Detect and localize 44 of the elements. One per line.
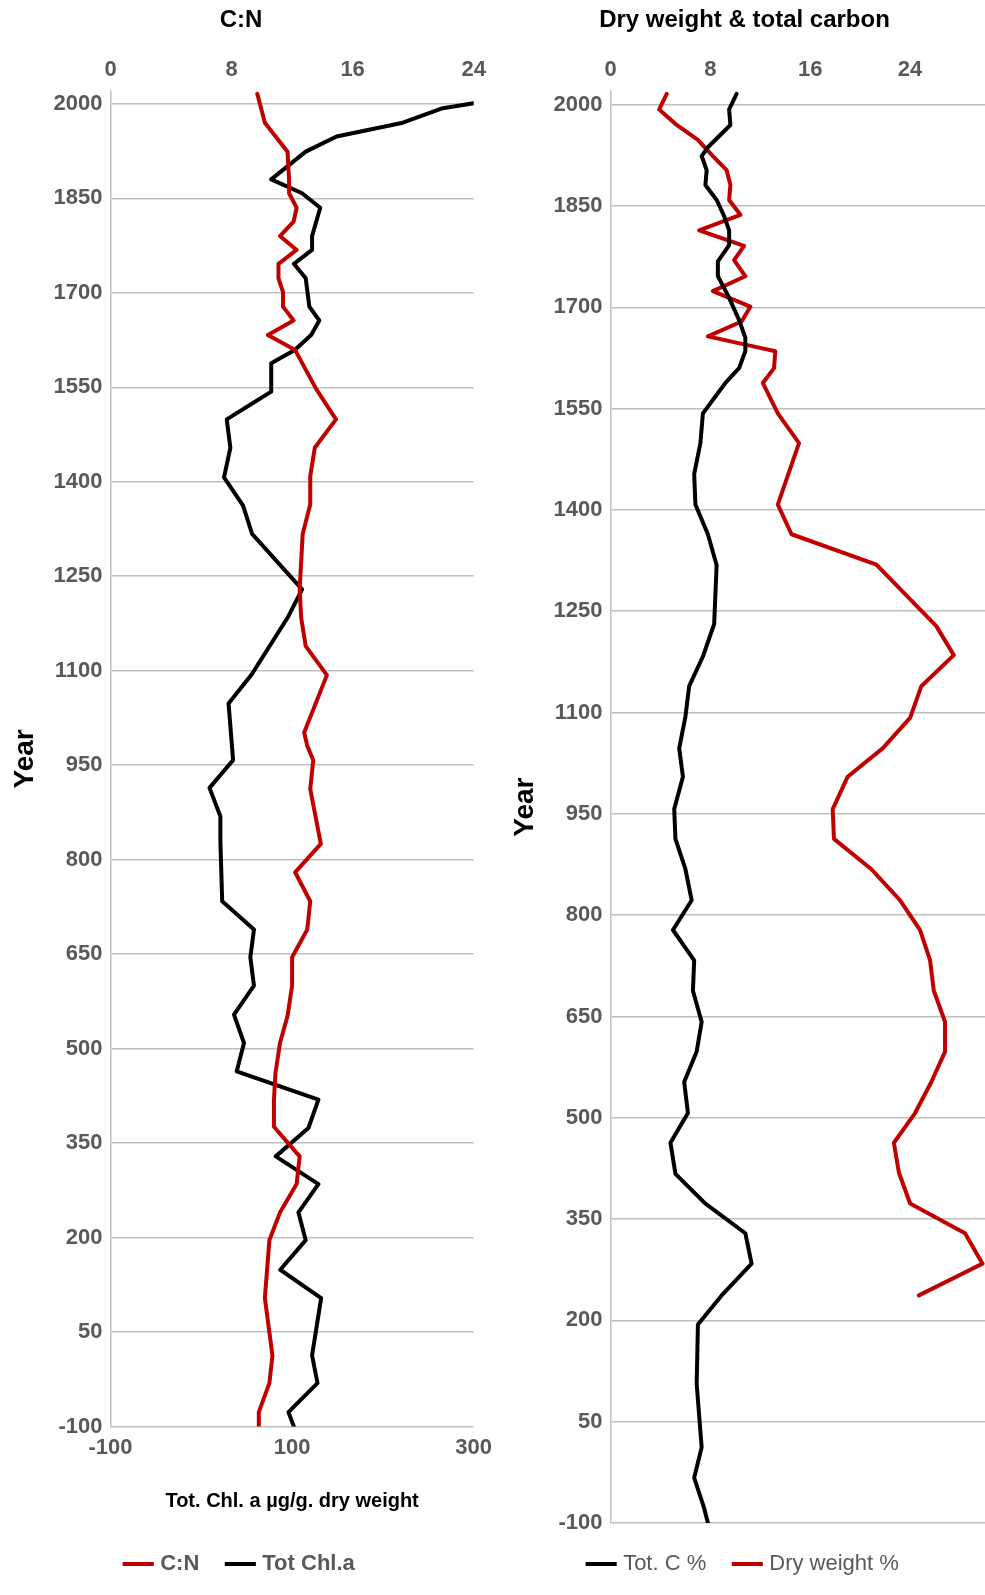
- x-tick-label: 8: [704, 56, 717, 82]
- x-tick-label: 300: [455, 1433, 493, 1459]
- y-tick-label: 1100: [54, 656, 103, 682]
- y-tick-label: 650: [65, 940, 103, 966]
- y-tick-label: 350: [565, 1205, 603, 1231]
- y-tick-label: 800: [565, 901, 603, 927]
- y-tick-label: 1400: [53, 467, 103, 493]
- y-tick-label: -100: [558, 1509, 603, 1535]
- legend-label: Tot Chl.a: [262, 1550, 356, 1576]
- x-tick-label: 16: [798, 56, 823, 82]
- y-tick-label: 1850: [553, 192, 603, 218]
- y-tick-label: 1250: [553, 597, 603, 623]
- x-tick-label: 100: [273, 1433, 311, 1459]
- y-tick-label: 500: [65, 1034, 103, 1060]
- y-tick-label: 1250: [53, 562, 103, 588]
- y-tick-label: 200: [565, 1306, 603, 1332]
- y-axis-title: Year: [507, 777, 539, 837]
- x-tick-label: 0: [604, 56, 617, 82]
- y-tick-label: 200: [65, 1223, 103, 1249]
- y-tick-label: 1700: [53, 278, 103, 304]
- y-tick-label: 2000: [53, 89, 103, 115]
- y-tick-label: 500: [565, 1103, 603, 1129]
- legend-label: C:N: [160, 1550, 200, 1576]
- x-axis-title: Tot. Chl. a µg/g. dry weight: [165, 1488, 420, 1511]
- y-tick-label: 1550: [553, 394, 603, 420]
- y-tick-label: 650: [565, 1002, 603, 1028]
- y-tick-label: 1400: [553, 496, 603, 521]
- y-tick-label: 1850: [53, 184, 103, 210]
- chart-title: Dry weight & total carbon: [599, 5, 890, 33]
- chart-title: C:N: [219, 5, 263, 33]
- y-tick-label: 1100: [554, 698, 603, 724]
- y-tick-label: 1700: [553, 293, 603, 319]
- legend-label: Dry weight %: [769, 1550, 899, 1576]
- y-tick-label: 2000: [553, 90, 603, 116]
- legend-label: Tot. C %: [623, 1550, 707, 1576]
- y-axis-title: Year: [7, 729, 39, 789]
- y-tick-label: 350: [65, 1129, 103, 1155]
- y-tick-label: 950: [565, 799, 603, 825]
- y-tick-label: 950: [65, 751, 103, 777]
- y-tick-label: 50: [78, 1318, 103, 1344]
- y-tick-label: 1550: [53, 373, 103, 399]
- y-tick-label: 800: [65, 845, 103, 871]
- y-tick-label: 50: [578, 1407, 603, 1433]
- x-tick-label: 24: [897, 56, 924, 82]
